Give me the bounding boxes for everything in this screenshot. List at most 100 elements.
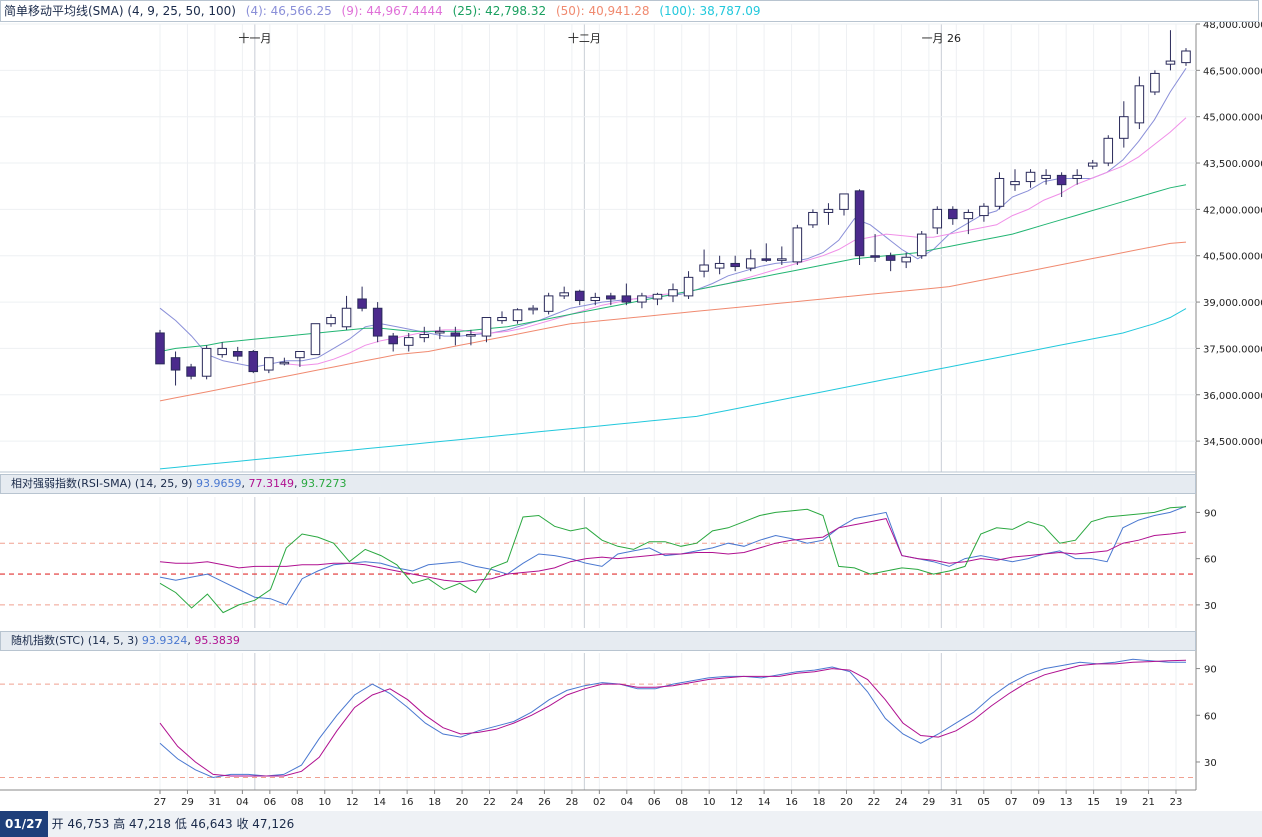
candle-body (683, 276, 694, 297)
candle-body (901, 256, 911, 263)
stc-value-1: 93.9324 (141, 634, 188, 647)
candle-body (730, 262, 740, 268)
x-tick-label: 02 (593, 797, 606, 808)
x-tick-label: 18 (813, 797, 826, 808)
x-tick-label: 22 (483, 797, 496, 808)
x-tick-label: 28 (566, 797, 579, 808)
sma-header-bar: 简单移动平均线(SMA) (4, 9, 25, 50, 100) (4): 46… (0, 0, 1259, 22)
rsi-sep-1: , (241, 477, 249, 490)
candle-body (1025, 171, 1036, 183)
price-tick-label: 39,000.0000 (1203, 298, 1262, 309)
x-tick-label: 14 (758, 797, 771, 808)
x-tick-label: 08 (291, 797, 304, 808)
sma25-value: (25): 42,798.32 (452, 4, 547, 18)
stc-series-stc_k (159, 658, 1186, 779)
x-tick-label: 07 (1005, 797, 1018, 808)
price-tick-label: 36,000.0000 (1203, 391, 1262, 402)
candle-body (326, 317, 336, 325)
rsi-value-2: 77.3149 (248, 477, 294, 490)
candle-body (761, 258, 772, 261)
candle-body (792, 227, 803, 263)
stc-series-stc_d (159, 659, 1187, 777)
stc-tick-label: 60 (1204, 711, 1217, 722)
price-tick-label: 46,500.0000 (1203, 66, 1262, 77)
candle-body (808, 211, 818, 226)
x-tick-label: 06 (648, 797, 661, 808)
x-tick-label: 15 (1087, 797, 1100, 808)
candle-body (590, 296, 601, 302)
candle-body (403, 337, 414, 346)
stc-panel-header: 随机指数(STC) (14, 5, 3) 93.9324, 95.3839 (0, 631, 1196, 651)
candle-body (419, 334, 430, 339)
candle-body (777, 258, 787, 261)
candle-body (155, 332, 165, 365)
x-tick-label: 10 (703, 797, 716, 808)
price-tick-label: 40,500.0000 (1203, 252, 1262, 263)
candle-body (1010, 181, 1020, 186)
candle-body (357, 298, 367, 309)
candle-body (264, 357, 274, 371)
x-tick-label: 31 (950, 797, 963, 808)
rsi-series-rsi (159, 505, 1187, 606)
price-tick-label: 48,000.0000 (1203, 20, 1262, 31)
rsi-tick-label: 30 (1204, 601, 1217, 612)
stc-tick-label: 30 (1204, 758, 1217, 769)
candle-body (528, 307, 538, 311)
candle-body (372, 307, 383, 337)
candle-body (1181, 50, 1191, 64)
sma9-value: (9): 44,967.4444 (341, 4, 443, 18)
candle-body (388, 335, 398, 345)
candle-body (1041, 174, 1051, 179)
x-tick-label: 04 (236, 797, 249, 808)
rsi-tick-label: 60 (1204, 555, 1217, 566)
candle-body (341, 307, 352, 328)
x-tick-label: 12 (730, 797, 743, 808)
candle-body (481, 317, 492, 337)
month-label: 十二月 (568, 31, 601, 45)
sma4-value: (4): 46,566.25 (245, 4, 332, 18)
candle-body (186, 366, 196, 377)
candle-body (170, 357, 181, 371)
sma-title: 简单移动平均线(SMA) (4, 9, 25, 50, 100) (4, 4, 236, 18)
rsi-title: 相对强弱指数(RSI-SMA) (14, 25, 9) (11, 477, 193, 490)
candle-body (1119, 116, 1129, 139)
price-tick-label: 42,000.0000 (1203, 205, 1262, 216)
sma-line-100 (159, 308, 1187, 470)
price-tick-label: 45,000.0000 (1203, 113, 1262, 124)
x-tick-label: 24 (511, 797, 524, 808)
candle-body (295, 351, 305, 359)
price-tick-label: 34,500.0000 (1203, 437, 1262, 448)
x-tick-label: 05 (977, 797, 990, 808)
x-tick-label: 18 (428, 797, 441, 808)
sma-line-4 (159, 68, 1187, 368)
candle-body (1056, 174, 1067, 186)
x-tick-label: 06 (263, 797, 276, 808)
candle-body (574, 290, 585, 302)
stc-title: 随机指数(STC) (14, 5, 3) (11, 634, 139, 647)
candle-body (963, 211, 974, 220)
x-tick-label: 04 (620, 797, 633, 808)
x-tick-label: 20 (840, 797, 853, 808)
x-tick-label: 13 (1060, 797, 1073, 808)
x-tick-label: 29 (181, 797, 194, 808)
candle-body (512, 309, 523, 322)
stc-tick-label: 90 (1204, 665, 1217, 676)
x-tick-label: 08 (675, 797, 688, 808)
footer-date: 01/27 (0, 811, 48, 837)
price-tick-label: 43,500.0000 (1203, 159, 1262, 170)
x-tick-label: 21 (1142, 797, 1155, 808)
x-tick-label: 26 (538, 797, 551, 808)
candle-body (201, 347, 212, 377)
x-tick-label: 19 (1115, 797, 1128, 808)
candle-body (699, 264, 709, 272)
candle-body (1134, 85, 1145, 124)
x-tick-label: 27 (154, 797, 167, 808)
month-label: 一月 26 (922, 32, 962, 45)
candle-body (932, 208, 943, 229)
rsi-series-rsi_third (159, 506, 1187, 614)
x-tick-label: 23 (1170, 797, 1183, 808)
candle-body (854, 190, 865, 257)
stc-value-2: 95.3839 (194, 634, 240, 647)
candle-body (279, 361, 290, 365)
